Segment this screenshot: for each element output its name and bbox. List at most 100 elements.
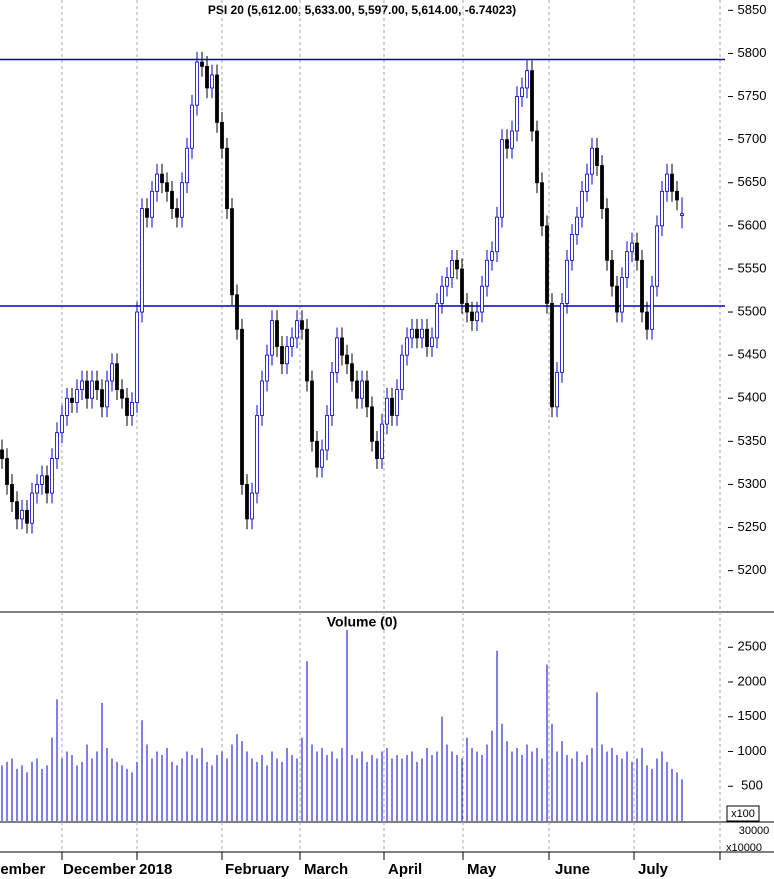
- candle-body: [145, 208, 149, 218]
- candle-body: [455, 259, 459, 270]
- candle-body: [605, 208, 609, 261]
- candle-body: [0, 449, 4, 459]
- candle-body: [105, 380, 109, 408]
- volume-title: Volume (0): [327, 614, 398, 630]
- y-tick-label: 5350: [738, 433, 767, 448]
- candle-body: [505, 139, 509, 149]
- candle-body: [85, 380, 89, 399]
- candle-body: [260, 380, 264, 416]
- candle-body: [560, 303, 564, 373]
- candle-body: [245, 484, 249, 520]
- candle-body: [630, 242, 634, 253]
- candle-body: [365, 380, 369, 408]
- candle-body: [660, 190, 664, 227]
- candle-body: [220, 122, 224, 149]
- candle-body: [430, 337, 434, 347]
- candle-body: [235, 294, 239, 330]
- y-tick-label: 5650: [738, 174, 767, 189]
- candle-body: [75, 389, 79, 403]
- candle-body: [210, 74, 214, 89]
- candle-body: [360, 380, 364, 399]
- y-tick-label: 5550: [738, 260, 767, 275]
- candle-body: [280, 346, 284, 365]
- candle-body: [650, 285, 654, 330]
- candle-body: [670, 173, 674, 192]
- candle-body: [45, 475, 49, 494]
- candle-body: [175, 208, 179, 218]
- candle-body: [610, 259, 614, 287]
- x-tick-label: 2018: [139, 861, 172, 878]
- candle-body: [135, 311, 139, 403]
- candle-body: [535, 130, 539, 184]
- candle-body: [460, 268, 464, 304]
- candle-body: [555, 371, 559, 408]
- candle-body: [405, 337, 409, 356]
- candle-body: [350, 363, 354, 382]
- candle-body: [165, 182, 169, 192]
- candle-body: [205, 65, 209, 89]
- candle-body: [520, 87, 524, 97]
- x-tick-label: March: [304, 861, 348, 878]
- candle-body: [5, 458, 9, 485]
- chart-title: PSI 20 (5,612.00, 5,633.00, 5,597.00, 5,…: [208, 3, 516, 17]
- y-tick-label: 1000: [738, 743, 767, 758]
- candle-body: [655, 225, 659, 287]
- candle-body: [675, 190, 679, 201]
- candle-body: [380, 423, 384, 459]
- candle-body: [285, 346, 289, 365]
- candle-body: [100, 389, 104, 408]
- candle-body: [585, 173, 589, 192]
- y-tick-label: 5300: [738, 476, 767, 491]
- candle-body: [140, 208, 144, 313]
- candle-body: [515, 96, 519, 132]
- candle-body: [25, 509, 29, 524]
- candle-body: [680, 213, 684, 216]
- candle-body: [15, 501, 19, 520]
- candle-body: [340, 337, 344, 356]
- candle-body: [375, 440, 379, 459]
- volume-unit: x100: [731, 808, 755, 820]
- candle-body: [55, 432, 59, 459]
- y-tick-label: 5400: [738, 390, 767, 405]
- candle-body: [185, 147, 189, 184]
- candle-body: [150, 190, 154, 218]
- candle-body: [530, 70, 534, 132]
- candle-body: [600, 165, 604, 209]
- candle-body: [90, 380, 94, 399]
- candle-body: [170, 190, 174, 209]
- candle-body: [390, 397, 394, 416]
- candle-body: [440, 285, 444, 304]
- candle-body: [65, 397, 69, 416]
- candle-body: [290, 337, 294, 347]
- candle-body: [275, 320, 279, 347]
- y-tick-label: 5200: [738, 562, 767, 577]
- candle-body: [155, 173, 159, 192]
- candle-body: [255, 415, 259, 494]
- candle-body: [240, 328, 244, 485]
- candle-body: [265, 354, 269, 382]
- candle-body: [330, 371, 334, 416]
- candle-body: [225, 147, 229, 209]
- candle-body: [635, 242, 639, 261]
- candle-body: [110, 363, 114, 382]
- candle-body: [270, 320, 274, 356]
- x-tick-label: July: [638, 861, 669, 878]
- candle-body: [465, 303, 469, 313]
- candle-body: [190, 104, 194, 149]
- candle-body: [495, 216, 499, 253]
- candle-body: [295, 320, 299, 339]
- unit-box: [726, 805, 760, 822]
- candle-body: [410, 328, 414, 339]
- candle-body: [640, 259, 644, 313]
- candle-body: [540, 182, 544, 227]
- y-tick-label: 500: [741, 778, 763, 793]
- candle-body: [545, 225, 549, 304]
- candle-body: [480, 285, 484, 313]
- candle-body: [10, 484, 14, 503]
- candle-body: [60, 415, 64, 434]
- candle-body: [550, 303, 554, 408]
- candle-body: [665, 173, 669, 192]
- candle-body: [525, 70, 529, 89]
- candle-body: [95, 380, 99, 391]
- candle-body: [625, 251, 629, 278]
